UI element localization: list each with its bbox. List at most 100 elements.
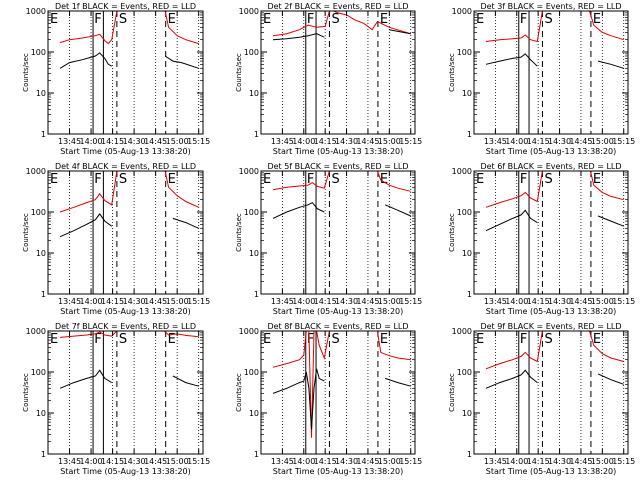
plot-frame [47,10,204,135]
plot-frame [473,10,629,135]
panel-title: Det 4f BLACK = Events, RED = LLD [55,162,196,171]
y-tick-label: 1 [467,450,472,459]
marker-label-2: S [331,332,339,347]
y-tick-label: 10 [249,89,259,98]
series-red-line [59,11,199,45]
y-tick-label: 100 [457,368,472,377]
marker-label-3: E [380,12,388,27]
y-tick-label: 100 [31,208,46,217]
plot-frame [47,170,204,295]
x-tick-label: 14:30 [548,297,571,306]
x-tick-label: 14:30 [548,457,571,466]
marker-label-0: E [476,332,484,347]
y-tick-label: 10 [462,409,472,418]
y-axis-label: Counts/sec [448,373,456,412]
series-red-line [485,331,624,370]
y-tick-label: 100 [457,48,472,57]
series-red-line [272,171,411,192]
y-tick-label: 10 [36,249,46,258]
marker-label-3: E [593,332,601,347]
panel-2: E F S E110100100013:4514:0014:1514:3014:451… [235,2,422,156]
marker-label-2: S [119,172,127,187]
x-tick-label: 14:15 [314,457,337,466]
panel-3: E F S E110100100013:4514:0014:1514:3014:451… [448,2,635,156]
panel-title: Det 5f BLACK = Events, RED = LLD [267,162,408,171]
series-black-line [59,52,199,69]
x-tick-label: 15:15 [612,137,635,146]
marker-label-3: E [380,332,388,347]
x-axis-label: Start Time (05-Aug-13 13:38:20) [273,467,404,476]
marker-label-0: E [263,12,271,27]
x-tick-label: 14:30 [335,137,358,146]
series-black-line [485,369,624,389]
x-tick-label: 14:00 [505,457,528,466]
series-black-line [272,29,411,41]
marker-label-0: E [263,332,271,347]
y-tick-label: 10 [249,249,259,258]
y-tick-label: 10 [249,409,259,418]
marker-label-3: E [168,172,176,187]
panel-6: E F S E110100100013:4514:0014:1514:3014:451… [448,162,635,316]
series-red-line [485,11,624,43]
x-tick-label: 14:15 [527,137,550,146]
y-tick-label: 1000 [239,167,259,176]
x-tick-label: 14:00 [80,457,103,466]
y-tick-label: 1 [254,450,259,459]
x-tick-label: 14:00 [505,297,528,306]
panel-title: Det 1f BLACK = Events, RED = LLD [55,2,196,11]
y-tick-label: 1 [41,130,46,139]
marker-label-2: S [119,12,127,27]
x-tick-label: 14:30 [123,457,146,466]
plot-frame [473,170,629,295]
panel-7: E F S E110100100013:4514:0014:1514:3014:451… [22,322,210,476]
x-tick-label: 14:45 [356,137,379,146]
y-tick-label: 1000 [239,327,259,336]
marker-label-3: E [168,12,176,27]
marker-label-2: S [331,172,339,187]
x-tick-label: 15:00 [591,137,614,146]
x-tick-label: 13:45 [484,457,507,466]
plot-frame [260,330,416,455]
y-tick-label: 100 [457,208,472,217]
marker-label-2: S [544,172,552,187]
marker-label-1: F [520,172,527,187]
y-tick-label: 1 [467,130,472,139]
panel-8: E F S E110100100013:4514:0014:1514:3014:451… [235,322,422,476]
marker-label-1: F [307,332,314,347]
x-tick-label: 14:45 [144,137,167,146]
y-tick-label: 1 [254,290,259,299]
x-tick-label: 14:15 [314,297,337,306]
x-tick-label: 14:45 [569,457,592,466]
y-tick-label: 1000 [452,7,472,16]
x-tick-label: 13:45 [271,457,294,466]
x-axis-label: Start Time (05-Aug-13 13:38:20) [60,147,191,156]
x-tick-label: 14:45 [569,297,592,306]
y-tick-label: 100 [244,48,259,57]
y-tick-label: 1 [41,290,46,299]
panel-title: Det 9f BLACK = Events, RED = LLD [480,322,621,331]
series-red-line [272,331,411,438]
marker-label-0: E [476,12,484,27]
x-tick-label: 14:30 [548,137,571,146]
x-axis-label: Start Time (05-Aug-13 13:38:20) [273,307,404,316]
x-axis-label: Start Time (05-Aug-13 13:38:20) [486,307,617,316]
x-axis-label: Start Time (05-Aug-13 13:38:20) [60,307,191,316]
series-black-line [59,213,199,238]
y-tick-label: 1000 [26,327,46,336]
x-tick-label: 14:15 [101,137,124,146]
panel-title: Det 6f BLACK = Events, RED = LLD [480,162,621,171]
x-tick-label: 13:45 [58,137,81,146]
y-tick-label: 100 [31,368,46,377]
x-tick-label: 14:45 [144,297,167,306]
plot-frame [473,330,629,455]
y-tick-label: 100 [31,48,46,57]
x-tick-label: 14:00 [80,297,103,306]
series-black-line [272,368,411,430]
x-tick-label: 15:00 [166,297,189,306]
x-tick-label: 14:30 [123,297,146,306]
series-black-line [485,53,624,69]
marker-label-0: E [50,172,58,187]
marker-label-1: F [94,12,101,27]
y-tick-label: 1 [41,450,46,459]
